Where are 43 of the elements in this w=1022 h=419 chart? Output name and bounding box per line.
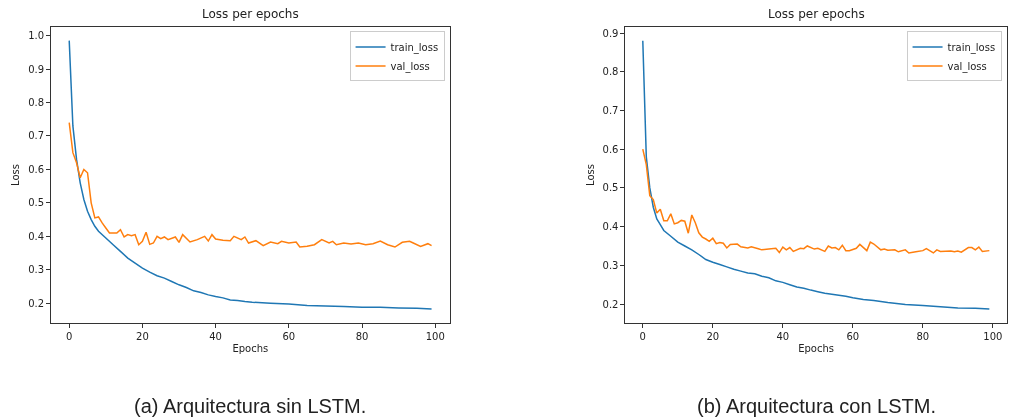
text: (a) Arquitectura sin LSTM. [134,395,367,417]
x-tick-label: 80 [355,330,369,342]
y-tick-label: 0.5 [28,197,45,209]
chart-title: Loss per epochs [202,7,299,21]
y-tick-label: 0.6 [28,163,45,175]
y-tick-label: 0.6 [602,143,619,155]
y-tick-label: 0.8 [28,97,45,108]
y-tick-label: 0.3 [28,264,45,276]
text: (b) Arquitectura con LSTM. [697,395,936,417]
legend-label: val_loss [390,60,430,73]
x-axis-title: Epochs [232,343,269,355]
y-tick-label: 0.7 [602,104,619,116]
y-tick-label: 0.8 [602,66,619,78]
y-axis-title: Loss [10,163,22,186]
legend-label: train_loss [390,41,439,54]
x-tick-label: 0 [66,330,73,342]
y-tick-label: 0.2 [602,298,619,310]
chart-title: Loss per epochs [768,7,865,21]
line-series [642,148,991,254]
y-tick-label: 1.0 [28,30,45,42]
y-tick-label: 0.2 [28,297,45,309]
x-tick-label: 100 [425,330,445,342]
x-tick-label: 60 [282,330,296,342]
y-tick-label: 0.4 [28,230,45,242]
x-tick-label: 20 [136,330,149,342]
x-tick-label: 80 [916,330,930,342]
x-axis-title: Epochs [798,343,834,355]
legend-label: val_loss [947,60,987,73]
y-tick-label: 0.3 [602,259,619,271]
x-tick-label: 40 [776,330,790,342]
y-tick-label: 0.7 [28,130,45,142]
x-tick-label: 100 [983,330,1003,342]
x-tick-label: 60 [846,330,860,342]
x-tick-label: 40 [209,330,222,342]
y-tick-label: 0.9 [28,63,45,75]
y-tick-label: 0.9 [602,27,619,39]
legend-label: train_loss [947,41,996,54]
x-tick-label: 20 [706,330,720,342]
y-axis-title: Loss [584,163,596,186]
y-tick-label: 0.5 [602,182,619,194]
y-tick-label: 0.4 [602,221,619,233]
x-tick-label: 0 [639,330,646,342]
line-series [68,121,433,248]
